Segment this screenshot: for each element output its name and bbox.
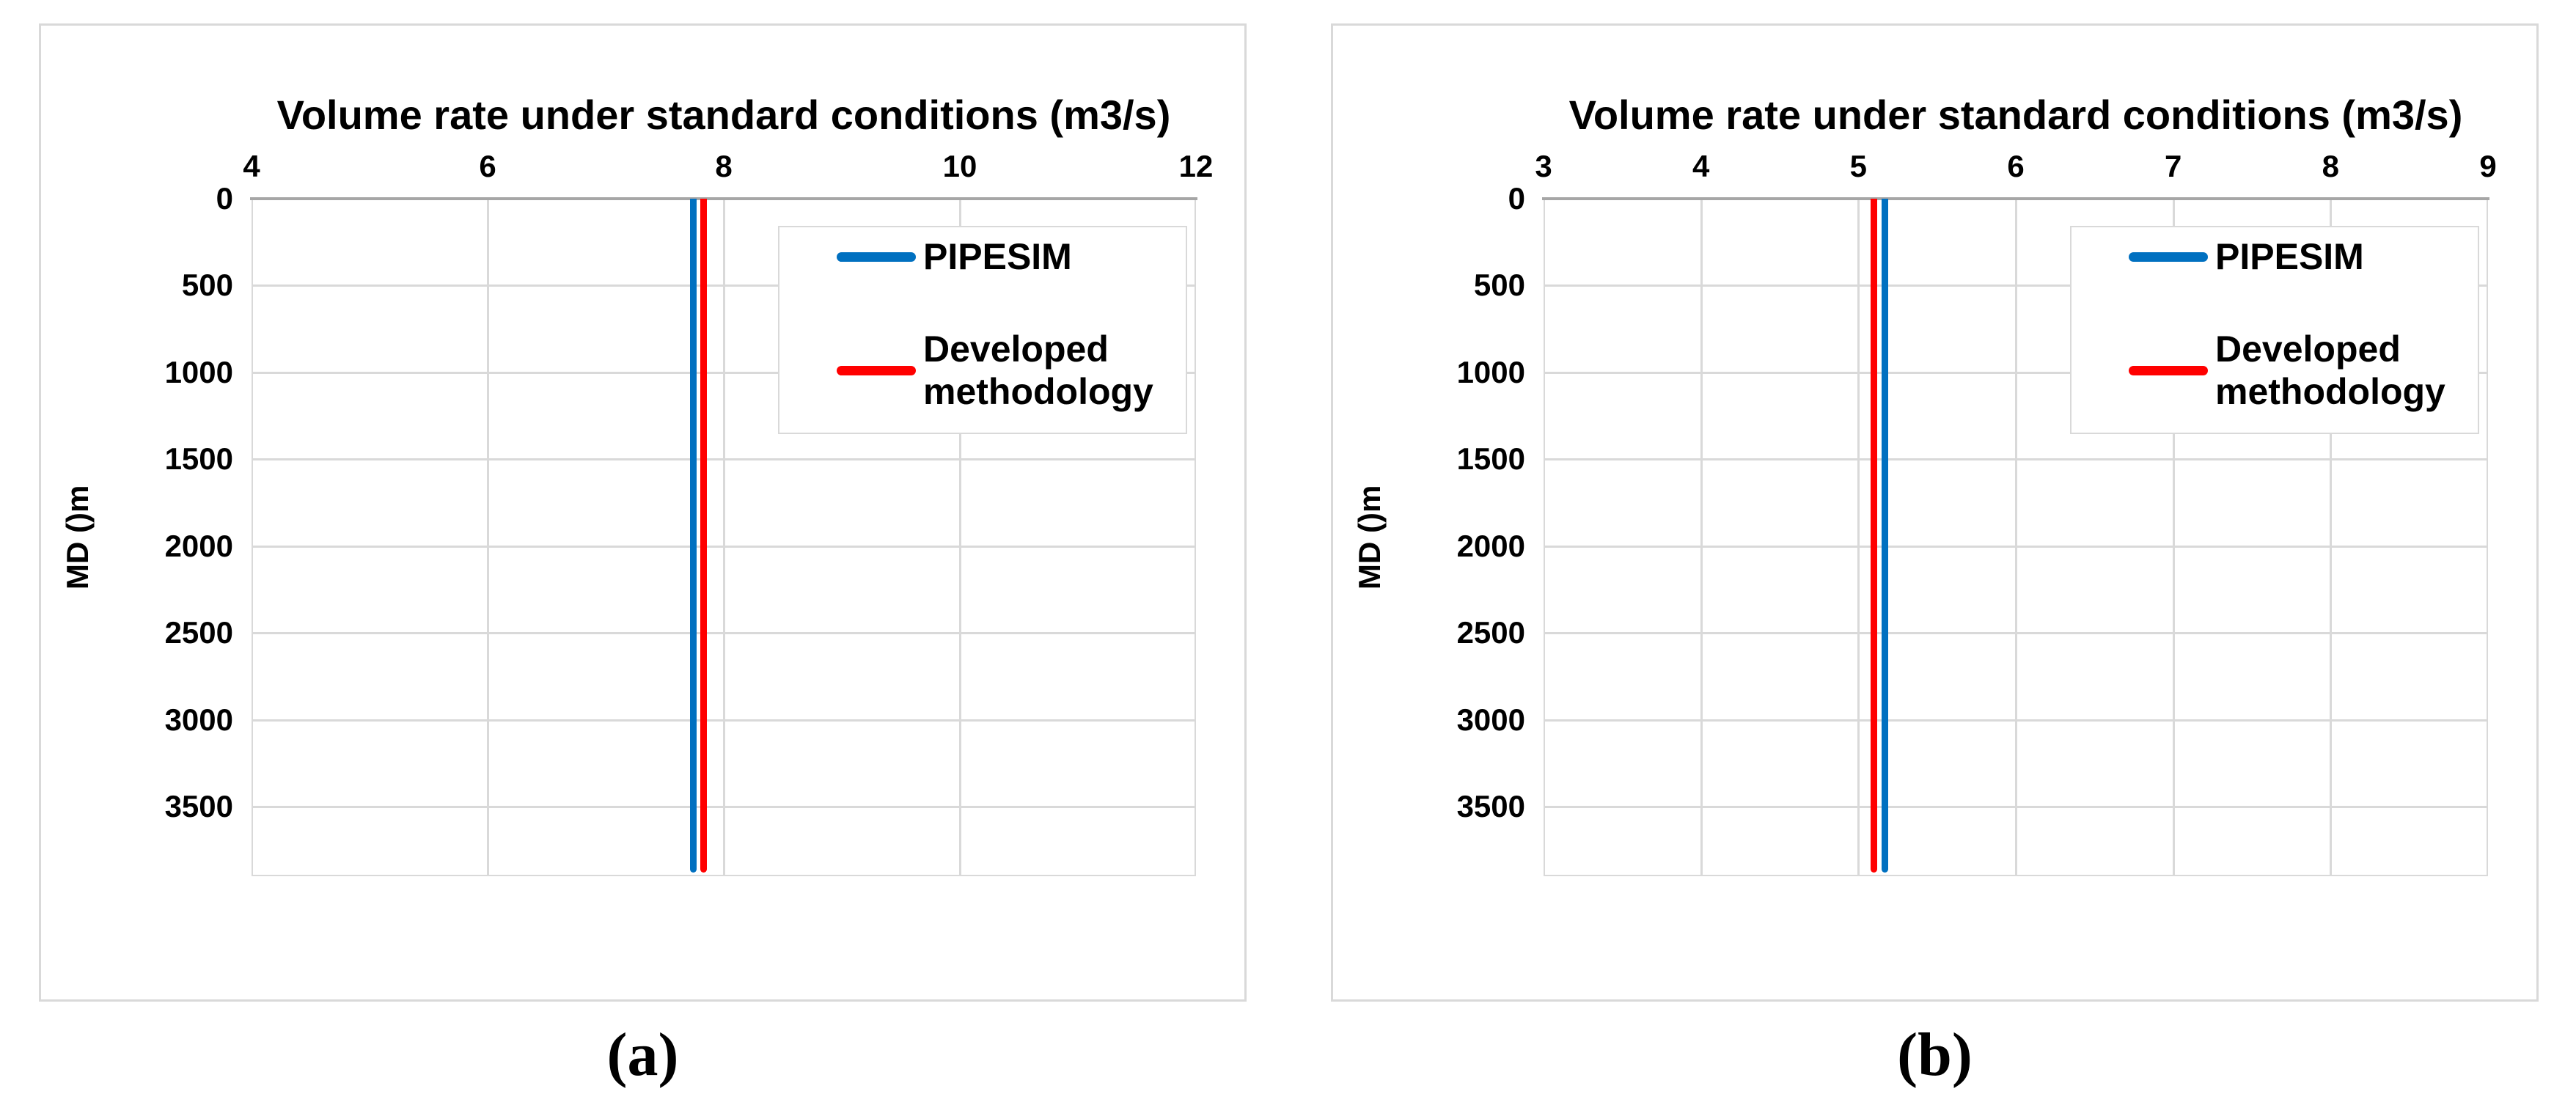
x-tick-label: 9	[2479, 149, 2497, 183]
x-tick-label: 5	[1849, 149, 1867, 183]
y-axis-title: MD ()m	[1352, 485, 1387, 590]
v-gridline	[1857, 199, 1860, 876]
legend-label-pipesim: PIPESIM	[2215, 236, 2364, 277]
x-axis-line	[1542, 197, 2489, 200]
y-tick-label: 2000	[1456, 528, 1525, 563]
y-tick-label: 2500	[164, 615, 233, 650]
y-tick-label: 3500	[1456, 789, 1525, 824]
series-line-developed-methodology	[700, 199, 708, 873]
h-gridline	[1544, 458, 2488, 461]
y-tick-label: 1500	[1456, 441, 1525, 477]
y-tick-label: 3000	[1456, 702, 1525, 737]
series-line-pipesim	[1882, 199, 1889, 873]
x-tick-label: 7	[2164, 149, 2182, 183]
h-gridline	[1544, 632, 2488, 635]
legend-line-swatch-developed-methodology	[2129, 365, 2208, 375]
legend-entry-pipesim: PIPESIM	[779, 227, 1186, 286]
h-gridline	[252, 371, 1196, 374]
v-gridline	[2330, 199, 2333, 876]
h-gridline	[1544, 371, 2488, 374]
y-tick-label: 0	[216, 181, 233, 216]
x-tick-label: 8	[715, 149, 733, 183]
legend-line-swatch-developed-methodology	[837, 365, 916, 375]
v-gridline	[2015, 199, 2017, 876]
x-tick-label: 6	[479, 149, 496, 183]
h-gridline	[1544, 284, 2488, 287]
caption-a: (a)	[606, 1021, 679, 1089]
h-gridline	[1544, 719, 2488, 722]
y-tick-label: 1000	[1456, 354, 1525, 389]
h-gridline	[252, 284, 1196, 287]
legend-entry-developed-methodology: Developed methodology	[2072, 315, 2478, 425]
legend-line-swatch-pipesim	[2129, 252, 2208, 262]
legend-entry-developed-methodology: Developed methodology	[779, 315, 1186, 425]
h-gridline	[1544, 806, 2488, 809]
legend-label-developed-methodology: Developed methodology	[2215, 328, 2445, 412]
legend-label-developed-methodology: Developed methodology	[923, 328, 1153, 412]
x-tick-label: 12	[1178, 149, 1214, 183]
y-tick-label: 2500	[1456, 615, 1525, 650]
y-tick-label: 0	[1508, 181, 1525, 216]
h-gridline	[252, 632, 1196, 635]
legend-entry-pipesim: PIPESIM	[2072, 227, 2478, 286]
y-tick-label: 500	[1473, 268, 1525, 303]
v-gridline	[723, 199, 725, 876]
h-gridline	[252, 458, 1196, 461]
caption-b: (b)	[1897, 1021, 1973, 1089]
y-tick-label: 1500	[164, 441, 233, 477]
h-gridline	[252, 545, 1196, 548]
legend: PIPESIM Developed methodology	[2070, 226, 2479, 434]
chart-panel-a: Volume rate under standard conditions (m…	[39, 23, 1247, 1002]
series-line-developed-methodology	[1871, 199, 1878, 873]
x-tick-label: 6	[2007, 149, 2025, 183]
chart-title: Volume rate under standard conditions (m…	[276, 92, 1171, 138]
h-gridline	[252, 806, 1196, 809]
series-line-pipesim	[689, 199, 697, 873]
y-tick-label: 2000	[164, 528, 233, 563]
chart-title: Volume rate under standard conditions (m…	[1568, 92, 2463, 138]
x-tick-label: 4	[1692, 149, 1710, 183]
y-tick-label: 500	[181, 268, 233, 303]
chart-panel-b: Volume rate under standard conditions (m…	[1331, 23, 2539, 1002]
v-gridline	[1700, 199, 1703, 876]
x-tick-label: 3	[1535, 149, 1552, 183]
v-gridline	[2172, 199, 2175, 876]
legend: PIPESIM Developed methodology	[778, 226, 1187, 434]
x-tick-label: 8	[2322, 149, 2339, 183]
h-gridline	[1544, 545, 2488, 548]
y-tick-label: 1000	[164, 354, 233, 389]
v-gridline	[959, 199, 961, 876]
legend-line-swatch-pipesim	[837, 252, 916, 262]
h-gridline	[252, 719, 1196, 722]
legend-label-pipesim: PIPESIM	[923, 236, 1072, 277]
y-tick-label: 3000	[164, 702, 233, 737]
x-tick-label: 10	[942, 149, 977, 183]
x-axis-line	[250, 197, 1197, 200]
x-tick-label: 4	[243, 149, 260, 183]
y-axis-title: MD ()m	[60, 485, 95, 590]
v-gridline	[487, 199, 489, 876]
y-tick-label: 3500	[164, 789, 233, 824]
